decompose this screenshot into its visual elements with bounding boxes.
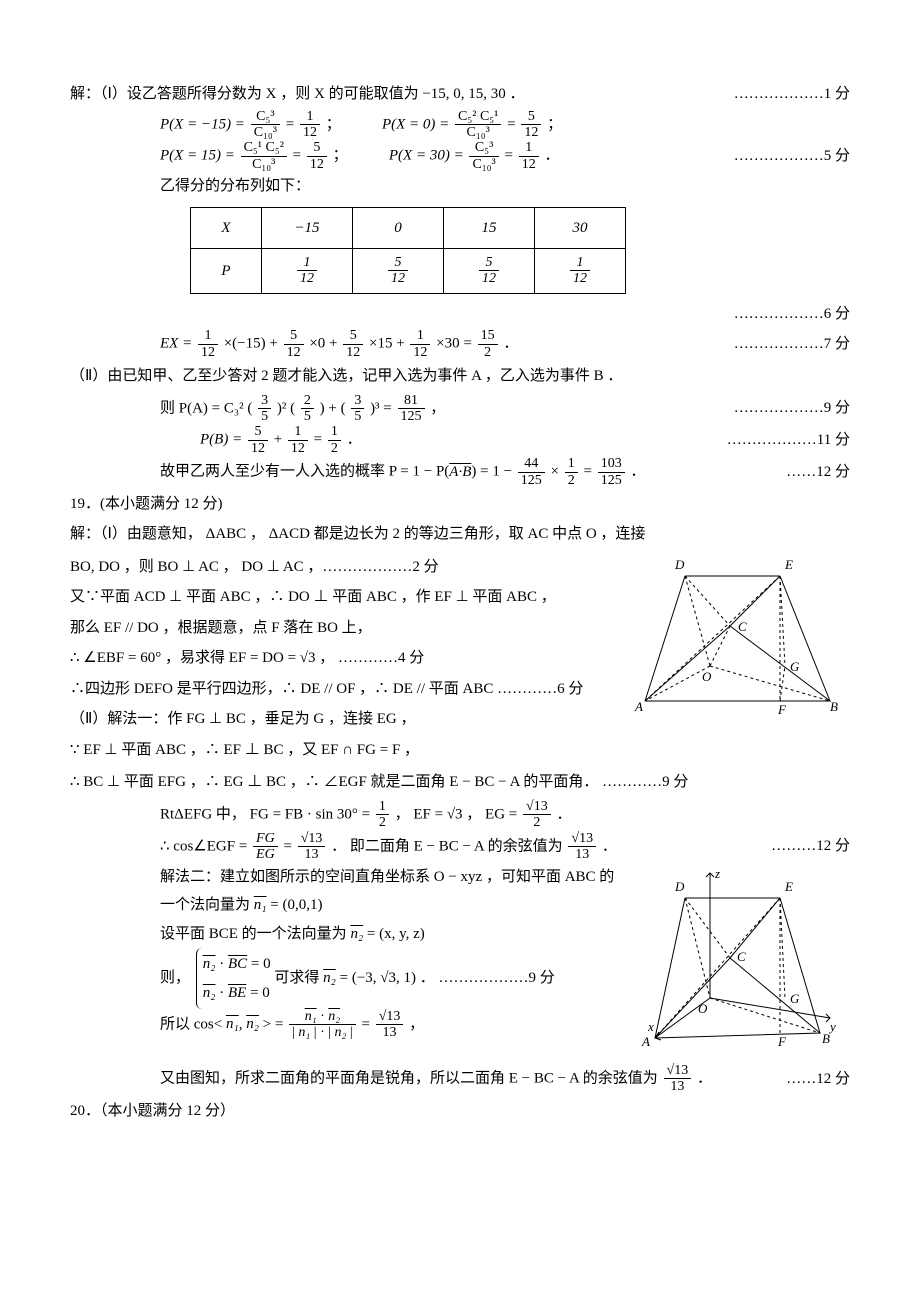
- p18-mark-6: 6 分: [734, 300, 850, 329]
- p20-title: 20．（本小题满分 12 分）: [70, 1097, 850, 1126]
- p18-dist-caption: 乙得分的分布列如下：: [70, 172, 850, 201]
- p19-l1: 解：（Ⅰ）由题意知， ΔABC ， ΔACD 都是边长为 2 的等边三角形，取 …: [70, 520, 850, 549]
- p19-mark-12b: 12 分: [786, 1065, 850, 1094]
- svg-text:z: z: [714, 866, 720, 881]
- p18-mark-7: 7 分: [734, 330, 850, 359]
- p18-pb-label: P(X = 0) =: [382, 116, 453, 132]
- p18-pa-label: P(X = −15) =: [160, 116, 249, 132]
- svg-text:D: D: [674, 879, 685, 894]
- fraction: 512: [521, 109, 541, 141]
- svg-text:G: G: [790, 659, 800, 674]
- p18-mark-9: 9 分: [734, 394, 850, 423]
- p19-rt-line: RtΔEFG 中， FG = FB · sin 30° = 12 ， EF = …: [70, 799, 850, 831]
- p18-intro-row: 解：（Ⅰ）设乙答题所得分数为 X ，则 X 的可能取值为 −15, 0, 15,…: [70, 80, 850, 109]
- fraction: C₅³C₁₀³: [251, 109, 280, 141]
- svg-text:E: E: [784, 879, 793, 894]
- fraction: 112: [300, 109, 320, 141]
- svg-text:E: E: [784, 557, 793, 572]
- fraction: C₅² C₅¹C₁₀³: [455, 109, 501, 141]
- p18-final-row: 故甲乙两人至少有一人入选的概率 P = 1 − P(A·B) = 1 − 441…: [70, 456, 850, 488]
- svg-text:x: x: [647, 1019, 654, 1034]
- p19-last-row: 又由图知，所求二面角的平面角是锐角，所以二面角 E − BC − A 的余弦值为…: [70, 1063, 850, 1095]
- fraction: C₅³C₁₀³: [469, 140, 498, 172]
- svg-text:C: C: [738, 619, 747, 634]
- p18-pc-label: P(X = 15) =: [160, 148, 239, 164]
- p18-pexpr-row2: P(X = 15) = C₅¹ C₅²C₁₀³ = 512 ； P(X = 30…: [70, 140, 850, 172]
- table-row: P 112 512 512 112: [191, 249, 626, 294]
- fraction: 112: [519, 140, 539, 172]
- svg-text:A: A: [634, 699, 643, 714]
- p18-mark-12: 12 分: [786, 458, 850, 487]
- svg-text:O: O: [698, 1001, 708, 1016]
- svg-text:G: G: [790, 991, 800, 1006]
- fraction: C₅¹ C₅²C₁₀³: [241, 140, 287, 172]
- svg-text:F: F: [777, 1034, 787, 1049]
- p18-pb-row: P(B) = 512 + 112 = 12 ． 11 分: [70, 424, 850, 456]
- p18-mark-6-row: 6 分: [70, 300, 850, 329]
- p19-mark-12a: ………12 分: [771, 832, 850, 861]
- p18-pd-label: P(X = 30) =: [389, 148, 468, 164]
- p19-method2: 解法二：建立如图所示的空间直角坐标系 O − xyz ，可知平面 ABC 的一个…: [70, 863, 850, 1064]
- svg-text:B: B: [822, 1031, 830, 1046]
- geometry-figure-1: A B C D E F G O: [630, 551, 840, 721]
- p18-pa-row: 则 P(A) = C₃² ( 35 )² ( 25 ) + ( 35 )³ = …: [70, 393, 850, 425]
- svg-text:C: C: [737, 949, 746, 964]
- svg-text:F: F: [777, 702, 787, 717]
- p18-mark-1: 1 分: [734, 80, 850, 109]
- svg-text:D: D: [674, 557, 685, 572]
- p18-pexpr-row1: P(X = −15) = C₅³C₁₀³ = 112 ； P(X = 0) = …: [70, 109, 850, 141]
- p18-mark-11: 11 分: [727, 426, 850, 455]
- p19-title: 19．(本小题满分 12 分): [70, 490, 850, 519]
- table-row: X −15 0 15 30: [191, 207, 626, 249]
- p18-ex-row: EX = 112 ×(−15) + 512 ×0 + 512 ×15 + 112…: [70, 328, 850, 360]
- fraction: 512: [307, 140, 327, 172]
- svg-text:A: A: [641, 1034, 650, 1049]
- p18-mark-5: 5 分: [734, 142, 850, 171]
- p18-intro: 解：（Ⅰ）设乙答题所得分数为 X ，则 X 的可能取值为 −15, 0, 15,…: [70, 80, 525, 109]
- svg-text:B: B: [830, 699, 838, 714]
- p19-cos-line: ∴ cos∠EGF = FGEG = √1313 ． 即二面角 E − BC −…: [70, 831, 850, 863]
- geometry-figure-2: A B C D E F G O x y z: [630, 863, 840, 1053]
- ex-label: EX =: [160, 336, 196, 352]
- svg-text:O: O: [702, 669, 712, 684]
- p18-part2: （Ⅱ）由已知甲、乙至少答对 2 题才能入选，记甲入选为事件 A ，乙入选为事件 …: [70, 362, 850, 391]
- p19-block1: BO, DO ，则 BO ⊥ AC ， DO ⊥ AC ，2 分 又∵平面 AC…: [70, 551, 850, 767]
- distribution-table: X −15 0 15 30 P 112 512 512 112: [190, 207, 626, 294]
- svg-text:y: y: [828, 1019, 836, 1034]
